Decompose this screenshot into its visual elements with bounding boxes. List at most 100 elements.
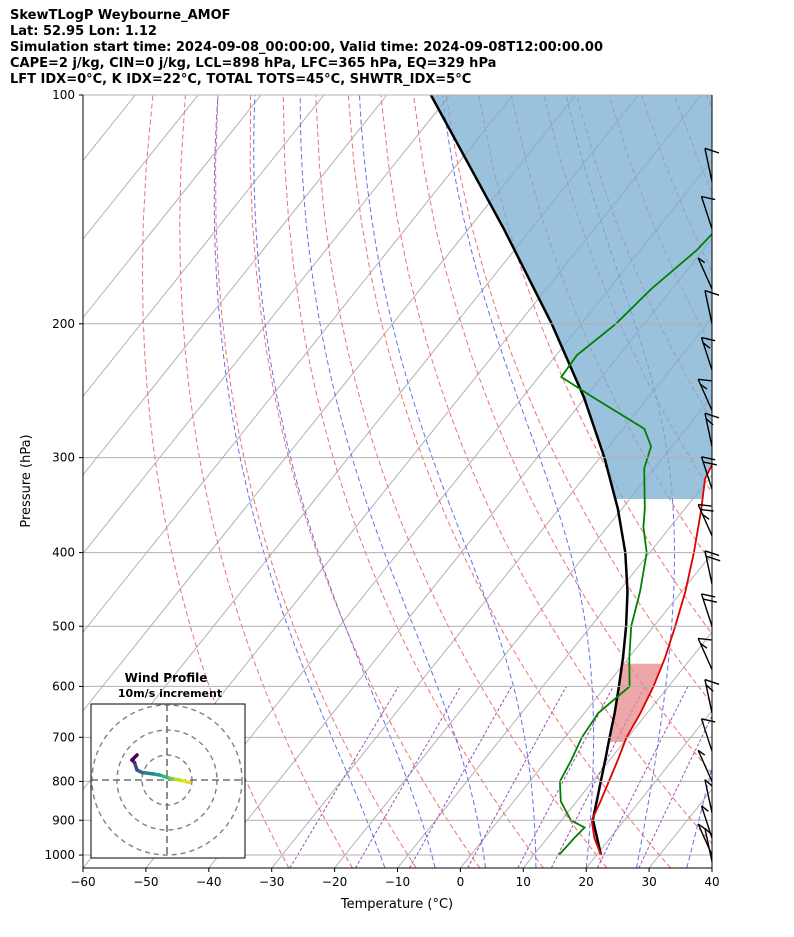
x-tick-label: 40 — [704, 875, 719, 889]
dry-adiabat — [445, 95, 712, 705]
wind-barb — [700, 593, 718, 627]
x-axis-label: Temperature (°C) — [340, 897, 453, 912]
y-tick-label: 500 — [52, 619, 75, 633]
x-tick-label: −40 — [196, 875, 221, 889]
isotherm-line — [397, 474, 712, 868]
y-tick-label: 600 — [52, 679, 75, 693]
hodograph-segment — [130, 753, 139, 762]
moist-adiabat — [299, 95, 487, 868]
x-tick-label: −10 — [385, 875, 410, 889]
dry-adiabat — [739, 95, 794, 868]
dry-adiabat — [215, 95, 417, 868]
wind-barb — [700, 718, 716, 752]
barb-flag — [704, 827, 713, 836]
y-tick-label: 800 — [52, 774, 75, 788]
barb-staff — [700, 196, 713, 230]
barb-flag — [699, 642, 708, 649]
isotherm-line — [711, 867, 712, 868]
mixing-ratio-line — [289, 686, 399, 868]
profile-layer — [429, 95, 712, 856]
chart-title-line-5: LFT IDX=0°C, K IDX=22°C, TOTAL TOTS=45°C… — [10, 72, 472, 87]
barb-flag — [698, 503, 712, 507]
isotherm-line — [83, 95, 388, 476]
x-tick-label: 30 — [641, 875, 656, 889]
barb-flag — [697, 749, 706, 756]
x-tick-label: −30 — [259, 875, 284, 889]
wind-barb — [704, 827, 713, 862]
wind-barb — [697, 257, 713, 290]
wind-barb — [700, 336, 716, 371]
wind-barb — [697, 749, 713, 782]
isotherm-line — [0, 95, 72, 868]
barb-staff — [697, 257, 713, 290]
y-axis-label: Pressure (hPa) — [19, 434, 34, 527]
isotherm-line — [83, 95, 514, 633]
x-tick-label: 10 — [516, 875, 531, 889]
barb-flag — [701, 195, 716, 201]
x-tick-label: −20 — [322, 875, 347, 889]
dry-adiabat — [706, 95, 712, 110]
isotherm-line — [83, 95, 576, 712]
isotherm-line — [83, 95, 325, 398]
chart-title-line-2: Lat: 52.95 Lon: 1.12 — [10, 24, 157, 39]
y-tick-label: 200 — [52, 317, 75, 331]
hodograph-frame — [90, 703, 246, 859]
y-tick-label: 400 — [52, 546, 75, 560]
dry-adiabat — [380, 95, 712, 845]
moist-adiabat — [253, 95, 436, 868]
wind-barb — [700, 195, 716, 230]
mixing-ratio-line — [467, 686, 567, 868]
chart-title-line-3: Simulation start time: 2024-09-08_00:00:… — [10, 40, 603, 55]
wind-barb — [700, 456, 718, 490]
mixing-ratio-line — [638, 715, 712, 868]
barb-flag — [698, 637, 712, 641]
isotherm-line — [585, 709, 712, 868]
x-tick-label: −60 — [70, 875, 95, 889]
barb-flag — [701, 593, 716, 598]
barb-flag — [704, 779, 713, 787]
wind-barb — [697, 503, 714, 536]
y-tick-label: 100 — [52, 88, 75, 102]
barb-flag — [698, 378, 712, 382]
moist-adiabat — [359, 95, 537, 868]
chart-title-block: SkewTLogP Weybourne_AMOF Lat: 52.95 Lon:… — [10, 8, 603, 88]
barb-staff — [704, 828, 713, 862]
wind-barbs — [697, 147, 721, 862]
barb-flag — [700, 508, 714, 512]
barb-flag — [701, 336, 716, 342]
barb-staff — [697, 750, 713, 782]
barb-flag — [703, 461, 718, 466]
dry-adiabat — [315, 95, 608, 868]
barb-staff — [704, 290, 713, 324]
isotherm-line — [83, 95, 199, 240]
hodograph: Wind Profile 10m/s increment — [90, 671, 246, 859]
hodograph-subtitle: 10m/s increment — [118, 687, 222, 700]
y-tick-label: 900 — [52, 813, 75, 827]
dry-adiabat — [179, 95, 353, 868]
wind-barb — [697, 378, 713, 411]
x-tick-label: −50 — [133, 875, 158, 889]
barb-flag — [699, 383, 708, 390]
dry-adiabat — [141, 95, 290, 868]
dry-adiabat — [772, 95, 794, 868]
y-tick-label: 300 — [52, 451, 75, 465]
y-tick-label: 1000 — [44, 848, 75, 862]
moist-adiabat — [737, 95, 794, 868]
barb-flag — [697, 823, 706, 830]
barb-flag — [697, 257, 706, 264]
y-tick-label: 700 — [52, 730, 75, 744]
barb-flag — [702, 513, 710, 520]
axes: 100 200 300 400 500 600 700 800 900 1000 −60 −50 −40… — [44, 88, 719, 889]
isotherm-line — [83, 95, 262, 319]
isotherm-line — [460, 552, 712, 868]
chart-title-line-1: SkewTLogP Weybourne_AMOF — [10, 8, 231, 23]
barb-staff — [704, 148, 713, 182]
barb-staff — [700, 718, 713, 752]
parcel-profile-line — [429, 95, 629, 856]
barb-staff — [704, 779, 713, 814]
barb-staff — [704, 550, 713, 585]
wind-barb — [697, 637, 713, 670]
x-tick-label: 20 — [579, 875, 594, 889]
mixing-ratio-line — [409, 686, 513, 868]
